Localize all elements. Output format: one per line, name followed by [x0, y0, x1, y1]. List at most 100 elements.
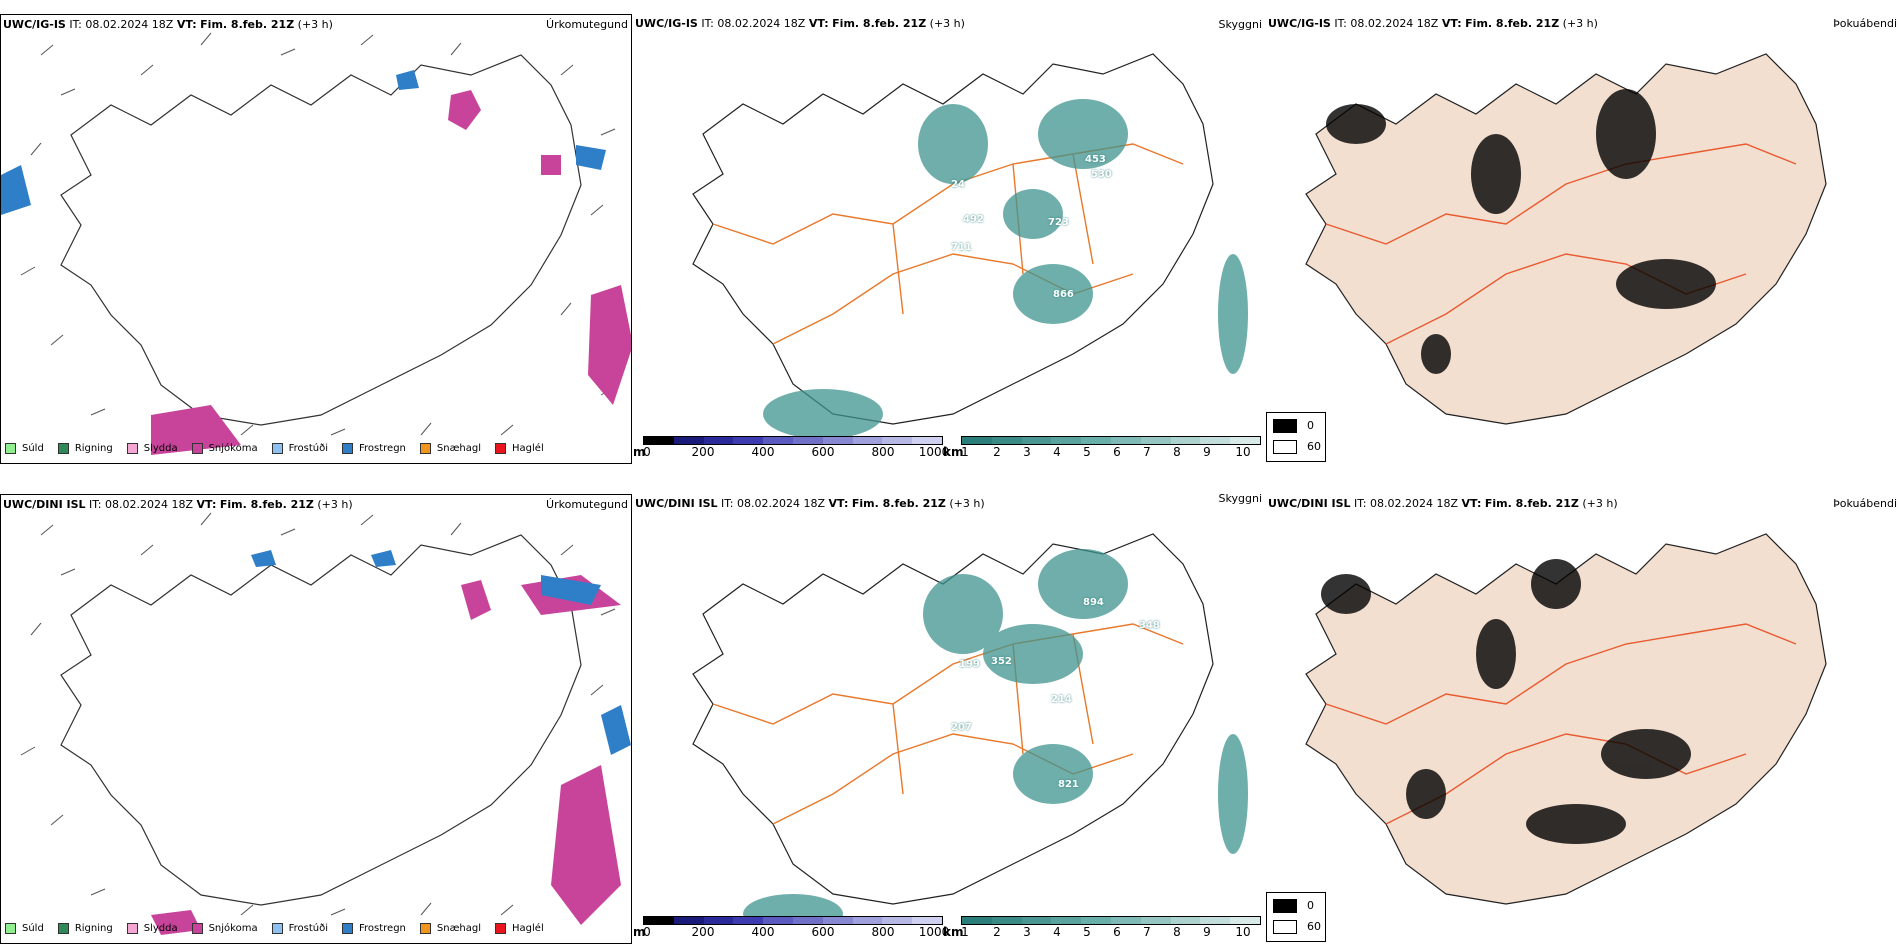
fog-legend-low: 60	[1307, 920, 1321, 933]
tick-label: 600	[811, 445, 835, 459]
tick-label: 1	[961, 445, 969, 459]
panel-title: Úrkomutegund	[546, 18, 628, 31]
fog-areas	[1321, 559, 1691, 844]
tick-label: 9	[1203, 925, 1211, 939]
visibility-panel-bottom: 894 3 4 8 352 199 207 214 821 UWC/DINI ISL…	[633, 494, 1265, 944]
legend-item: Frostúði	[271, 923, 328, 934]
fog-legend: 0 60	[1266, 412, 1326, 462]
visibility-map	[692, 533, 1248, 924]
tick-label: 6	[1113, 445, 1121, 459]
tick-label: 3	[1023, 445, 1031, 459]
panel-title: Þokuábendi	[1833, 497, 1897, 510]
tick-label: 2	[993, 925, 1001, 939]
iceland-coastline	[692, 533, 1214, 905]
legend-item: Frostregn	[342, 443, 406, 454]
visibility-value: 723	[1048, 217, 1069, 228]
fog-indicator-panel-top: UWC/IG-IS IT: 08.02.2024 18Z VT: Fim. 8.…	[1266, 14, 1900, 464]
tick-label: 7	[1143, 445, 1151, 459]
visibility-value: 24	[951, 179, 965, 190]
tick-label: 0	[643, 445, 651, 459]
visibility-panel-top: 453 530 492 711 723 866 24 UWC/IG-IS IT:…	[633, 14, 1265, 464]
tick-label: 400	[751, 445, 775, 459]
visibility-map	[692, 53, 1248, 439]
tick-label: 8	[1173, 445, 1181, 459]
legend-item: Haglél	[495, 443, 544, 454]
visibility-colorbar: 1 2 3 4 5 6 7 8 9 10	[961, 916, 1261, 939]
tick-label: 600	[811, 925, 835, 939]
legend-item: Snæhagl	[419, 923, 481, 934]
tick-label: 200	[691, 445, 715, 459]
panel-header: UWC/IG-IS IT: 08.02.2024 18Z VT: Fim. 8.…	[3, 18, 333, 31]
tick-label: 4	[1053, 925, 1061, 939]
tick-label: 5	[1083, 925, 1091, 939]
legend-item: Snjókoma	[191, 923, 258, 934]
low-visibility-areas	[743, 549, 1248, 924]
freezing-rain-areas	[251, 550, 631, 755]
tick-label: 10	[1235, 445, 1251, 459]
freezing-rain-areas	[1, 70, 606, 215]
iceland-coastline	[60, 534, 582, 906]
elevation-unit: m	[633, 445, 646, 459]
visibility-unit: km	[943, 445, 964, 459]
visibility-value: 453	[1085, 154, 1106, 165]
visibility-value: 214	[1051, 694, 1072, 705]
fog-areas	[1326, 89, 1716, 374]
tick-label: 2	[993, 445, 1001, 459]
tick-label: 6	[1113, 925, 1121, 939]
fog-indicator-panel-bottom: UWC/DINI ISL IT: 08.02.2024 18Z VT: Fim.…	[1266, 494, 1900, 944]
tick-label: 3	[1023, 925, 1031, 939]
tick-label: 200	[691, 925, 715, 939]
snow-areas	[151, 90, 631, 455]
tick-label: 7	[1143, 925, 1151, 939]
tick-label: 800	[871, 925, 895, 939]
visibility-unit: km	[943, 925, 964, 939]
precip-legend: Súld Rigning Slydda Snjókoma Frostúði Fr…	[5, 443, 544, 454]
fog-legend-high: 0	[1307, 419, 1314, 432]
visibility-value: 207	[951, 722, 972, 733]
fog-map	[1305, 533, 1827, 905]
panel-header: UWC/IG-IS IT: 08.02.2024 18Z VT: Fim. 8.…	[635, 17, 965, 30]
tick-label: 1000	[918, 445, 950, 459]
elevation-unit: m	[633, 925, 646, 939]
tick-label: 10	[1235, 925, 1251, 939]
tick-label: 8	[1173, 925, 1181, 939]
legend-item: Súld	[5, 923, 44, 934]
panel-header: UWC/DINI ISL IT: 08.02.2024 18Z VT: Fim.…	[635, 497, 985, 510]
legend-item: Rigning	[57, 443, 113, 454]
tick-label: 4	[1053, 445, 1061, 459]
precip-type-panel-bottom: UWC/DINI ISL IT: 08.02.2024 18Z VT: Fim.…	[0, 494, 632, 944]
visibility-value: 199	[959, 659, 980, 670]
tick-label: 5	[1083, 445, 1091, 459]
fog-legend-high: 0	[1307, 899, 1314, 912]
tick-label: 800	[871, 445, 895, 459]
legend-item: Slydda	[126, 923, 178, 934]
tick-label: 9	[1203, 445, 1211, 459]
panel-header: UWC/IG-IS IT: 08.02.2024 18Z VT: Fim. 8.…	[1268, 17, 1598, 30]
tick-label: 400	[751, 925, 775, 939]
snow-areas	[151, 575, 621, 935]
iceland-coastline	[60, 54, 582, 426]
panel-title: Þokuábendi	[1833, 17, 1897, 30]
low-visibility-areas	[763, 99, 1248, 439]
legend-item: Snjókoma	[191, 443, 258, 454]
legend-item: Snæhagl	[419, 443, 481, 454]
elevation-colorbar: 0 200 400 600 800 1000	[643, 916, 949, 939]
precip-map	[20, 512, 631, 935]
fog-legend: 0 60	[1266, 892, 1326, 942]
legend-item: Súld	[5, 443, 44, 454]
precip-map	[1, 32, 631, 455]
iceland-coastline	[1305, 53, 1827, 425]
legend-item: Haglél	[495, 923, 544, 934]
legend-item: Slydda	[126, 443, 178, 454]
tick-label: 1000	[918, 925, 950, 939]
visibility-value: 866	[1053, 289, 1074, 300]
panel-title: Úrkomutegund	[546, 498, 628, 511]
panel-header: UWC/DINI ISL IT: 08.02.2024 18Z VT: Fim.…	[1268, 497, 1618, 510]
visibility-value: 821	[1058, 779, 1079, 790]
visibility-value: 352	[991, 656, 1012, 667]
legend-item: Frostregn	[342, 923, 406, 934]
precip-type-panel-top: UWC/IG-IS IT: 08.02.2024 18Z VT: Fim. 8.…	[0, 14, 632, 464]
visibility-colorbar: 1 2 3 4 5 6 7 8 9 10	[961, 436, 1261, 459]
visibility-value: 894	[1083, 597, 1104, 608]
fog-map	[1305, 53, 1827, 425]
